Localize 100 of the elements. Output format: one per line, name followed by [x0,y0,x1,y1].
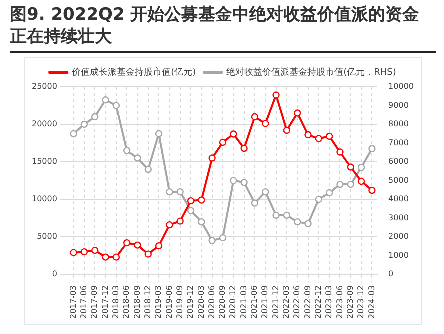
x-tick-label: 2018-03 [111,286,120,320]
point [251,200,259,207]
y2-tick-label: 6000 [388,157,409,166]
point [326,189,334,197]
point [80,248,88,256]
point [262,120,270,128]
point [144,250,152,258]
point [70,249,78,256]
point [102,254,110,261]
y2-tick-label: 3000 [388,213,409,222]
x-tick-label: 2024-03 [367,286,376,320]
point [70,130,78,138]
point [80,120,88,128]
x-tick-label: 2019-06 [164,286,174,320]
point [368,186,376,194]
y2-tick-label: 5000 [388,176,409,185]
point [283,126,291,134]
point [230,177,238,184]
point [123,147,131,154]
point [208,237,216,244]
point [283,212,291,220]
point [91,113,99,121]
x-tick-label: 2017-09 [90,286,100,320]
x-tick-label: 2023-12 [356,286,366,320]
point [91,246,99,254]
y-tick-label: 20000 [32,120,58,129]
x-tick-label: 2022-03 [282,286,292,320]
x-tick-label: 2020-06 [207,286,216,320]
point [198,218,206,226]
y2-tick-label: 0 [388,270,394,279]
point [176,218,184,225]
legend-label: 绝对收益价值派基金持股市值(亿元，RHS) [226,66,396,78]
y2-tick-label: 8000 [388,120,409,129]
x-tick-label: 2022-06 [292,286,302,320]
point [336,180,344,188]
x-tick-label: 2021-12 [271,286,280,320]
point [304,131,312,139]
x-tick-label: 2019-03 [154,286,164,320]
point [251,113,259,121]
y-tick-label: 25000 [32,82,58,92]
point [112,254,120,261]
x-tick-label: 2017-06 [80,286,89,320]
point [102,96,110,104]
point [272,92,280,99]
point [272,212,280,220]
point [112,102,120,110]
point [144,166,152,174]
x-tick-label: 2017-12 [100,286,110,320]
x-tick-label: 2023-06 [335,286,344,320]
x-tick-label: 2022-12 [314,286,324,320]
point [294,218,302,226]
point [219,138,227,146]
x-tick-label: 2018-12 [143,286,152,320]
point [315,135,323,142]
y2-tick-label: 9000 [388,100,409,110]
point [155,130,163,138]
point [155,242,163,250]
y-tick-label: 10000 [32,194,58,204]
point [176,188,184,196]
point [240,179,248,186]
y-tick-label: 5000 [37,232,58,242]
legend-label: 价值成长派基金持股市值(亿元) [71,66,196,78]
y2-tick-label: 2000 [388,232,409,242]
chart-title: 图9. 2022Q2 开始公募基金中绝对收益价值派的资金正在持续壮大 [10,4,436,53]
x-tick-label: 2019-12 [186,286,196,320]
x-tick-label: 2017-03 [68,286,78,320]
x-tick-label: 2020-12 [228,286,238,320]
x-tick-label: 2020-09 [218,286,228,320]
point [368,145,376,152]
point [166,221,174,229]
point [358,164,366,172]
y2-tick-label: 4000 [388,194,409,204]
x-tick-label: 2023-09 [346,286,355,320]
point [187,197,195,205]
point [315,196,323,204]
point [198,196,206,204]
x-tick-label: 2021-03 [239,286,248,320]
x-tick-label: 2021-06 [250,286,260,320]
point [187,207,195,214]
y-tick-label: 0 [52,270,58,279]
point [230,130,238,138]
x-tick-label: 2022-09 [303,286,312,320]
point [240,144,248,152]
point [166,188,174,196]
x-tick-label: 2020-03 [196,286,206,320]
x-tick-label: 2019-09 [175,286,184,320]
point [304,220,312,228]
point [208,154,216,162]
point [358,178,366,186]
point [134,242,142,249]
y2-tick-label: 1000 [388,250,409,260]
x-tick-label: 2023-03 [324,286,334,320]
point [347,180,355,188]
point [134,154,142,162]
point [219,234,227,242]
point [262,188,270,196]
y2-tick-label: 7000 [388,138,409,148]
point [336,148,344,156]
y-tick-label: 15000 [32,157,58,166]
x-tick-label: 2018-09 [132,286,142,320]
